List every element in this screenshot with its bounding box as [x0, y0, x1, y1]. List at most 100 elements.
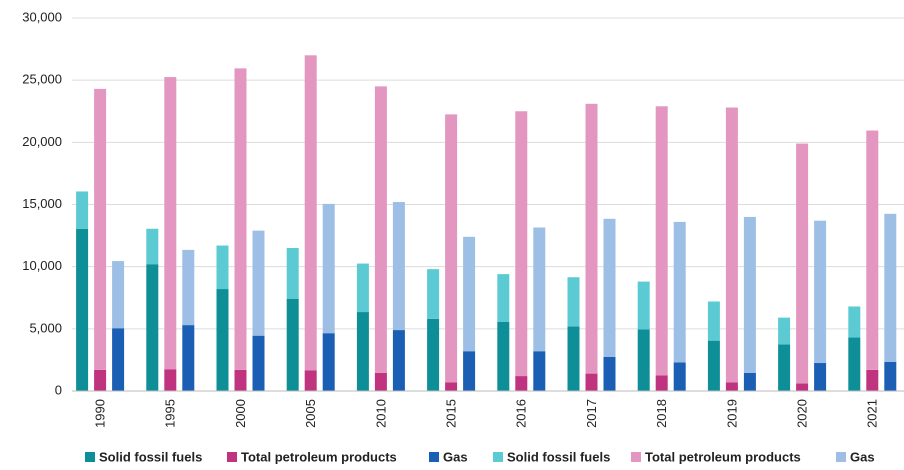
legend-swatch [227, 452, 237, 462]
bar-segment [286, 248, 299, 299]
bar-segment [252, 230, 265, 336]
bar-segment [374, 86, 387, 373]
bar-segment [216, 245, 229, 290]
bar-segment [252, 335, 265, 391]
bar-segment [637, 281, 650, 330]
bar-segment [182, 249, 195, 326]
bar-segment [304, 55, 317, 371]
bar-segment [673, 362, 686, 391]
bar-segment [497, 274, 510, 322]
bar-segment [112, 261, 125, 329]
bar-segment [112, 328, 125, 391]
bar-segment [585, 103, 598, 374]
bar-segment [76, 228, 89, 391]
bar-segment [796, 383, 809, 391]
legend-swatch [85, 452, 95, 462]
bar-segment [182, 325, 195, 391]
bar-segment [322, 203, 335, 334]
y-tick-label: 30,000 [22, 9, 62, 24]
bar-segment [304, 370, 317, 391]
bar-segment [463, 236, 476, 352]
legend-label: Solid fossil fuels [507, 449, 610, 464]
bar-segment [94, 88, 107, 370]
bar-segment [445, 114, 458, 383]
bar-segment [164, 77, 177, 370]
bar-segment [743, 216, 756, 373]
bar-segment [796, 143, 809, 384]
y-tick-label: 25,000 [22, 72, 62, 87]
bar-segment [427, 269, 440, 319]
bar-segment [374, 372, 387, 391]
legend-swatch [836, 452, 846, 462]
legend: Solid fossil fuels Total petroleum produc… [85, 449, 875, 464]
legend-swatch [631, 452, 641, 462]
bar-segment [392, 330, 405, 391]
bar-segment [356, 312, 369, 391]
bar-segment [814, 220, 827, 364]
bar-segment [567, 277, 580, 327]
y-tick-label: 20,000 [22, 134, 62, 149]
x-tick-label: 2000 [233, 399, 248, 428]
bar-segment [848, 337, 861, 391]
bar-segment [164, 369, 177, 391]
bar-segment [146, 228, 159, 265]
bar-segment [515, 111, 528, 377]
x-tick-label: 2016 [514, 399, 529, 428]
legend-label: Gas [443, 449, 468, 464]
bar-segment [707, 301, 720, 341]
bar-segment [884, 213, 897, 362]
bar-segment [286, 298, 299, 391]
bar-segment [234, 369, 247, 391]
bar-segment [234, 68, 247, 370]
x-tick-label: 1995 [163, 399, 178, 428]
legend-label: Gas [850, 449, 875, 464]
bar-segment [707, 340, 720, 391]
bar-segment [743, 372, 756, 391]
bar-segment [356, 263, 369, 313]
bar-segment [848, 306, 861, 338]
bar-segment [866, 130, 879, 370]
legend-label: Total petroleum products [241, 449, 397, 464]
bar-segment [76, 191, 89, 229]
bar-segment [866, 369, 879, 391]
x-tick-label: 2015 [444, 399, 459, 428]
bar-segment [673, 221, 686, 363]
bar-segment [778, 317, 791, 345]
legend-label: Total petroleum products [645, 449, 801, 464]
x-tick-label: 2020 [795, 399, 810, 428]
bar-segment [497, 321, 510, 391]
bar-segment [725, 107, 738, 383]
bar-segment [603, 218, 616, 357]
x-tick-label: 2018 [654, 399, 669, 428]
bar-segment [778, 344, 791, 391]
bar-segment [515, 376, 528, 391]
y-tick-label: 0 [55, 382, 62, 397]
legend-swatch [493, 452, 503, 462]
bar-segment [655, 106, 668, 376]
bar-segment [427, 318, 440, 391]
bar-segment [814, 363, 827, 391]
bar-segment [392, 202, 405, 331]
bar-segment [146, 264, 159, 391]
bar-segment [533, 227, 546, 352]
y-tick-label: 10,000 [22, 258, 62, 273]
bar-segment [655, 375, 668, 391]
x-tick-label: 2010 [373, 399, 388, 428]
bar-segment [585, 373, 598, 391]
legend-swatch [429, 452, 439, 462]
legend-label: Solid fossil fuels [99, 449, 202, 464]
x-tick-label: 2005 [303, 399, 318, 428]
bar-segment [567, 326, 580, 391]
x-tick-label: 2017 [584, 399, 599, 428]
bar-segment [637, 329, 650, 391]
bar-segment [603, 356, 616, 391]
bar-segment [884, 361, 897, 391]
bar-segment [725, 382, 738, 391]
bar-segment [94, 369, 107, 391]
x-tick-label: 2019 [724, 399, 739, 428]
y-tick-label: 5,000 [29, 320, 62, 335]
bar-segment [533, 351, 546, 391]
x-tick-label: 1990 [93, 399, 108, 428]
bar-segment [463, 351, 476, 391]
